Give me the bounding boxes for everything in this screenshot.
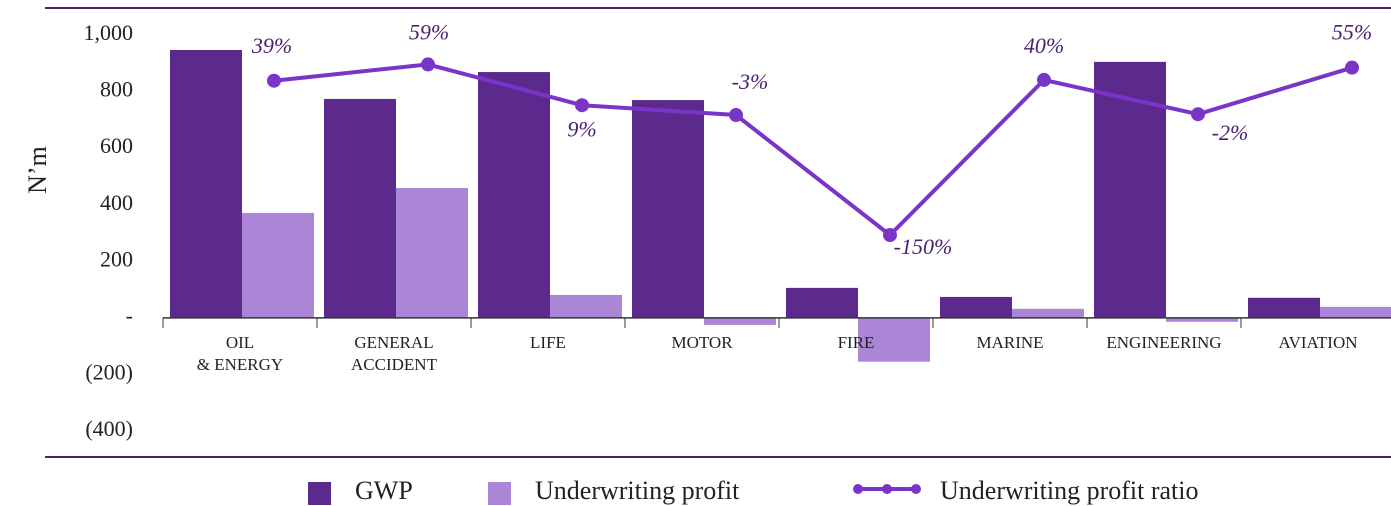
bar xyxy=(940,296,1012,318)
line xyxy=(273,62,1353,238)
x-tick-label: MOTOR xyxy=(671,332,733,352)
data-label: 55% xyxy=(1332,20,1372,45)
data-label: 59% xyxy=(409,19,449,44)
x-tick-label: MARINE xyxy=(976,332,1044,352)
bar xyxy=(396,188,468,318)
x-tick-label: LIFE xyxy=(530,332,566,352)
x-tick-label: FIRE xyxy=(837,332,875,352)
y-tick-label: 200 xyxy=(100,246,133,271)
x-tick-label: OIL & ENERGY xyxy=(196,332,284,374)
bar xyxy=(1012,308,1084,318)
bar xyxy=(786,287,858,318)
legend-swatch xyxy=(488,482,511,505)
y-axis-label: N’m xyxy=(23,146,52,194)
bar xyxy=(1248,297,1320,318)
legend-label: GWP xyxy=(355,476,413,505)
y-tick-label: (400) xyxy=(85,416,133,441)
line-point xyxy=(883,228,897,243)
y-tick-label: - xyxy=(126,303,133,328)
bar xyxy=(170,49,242,318)
line-point xyxy=(1345,60,1359,75)
data-label: 40% xyxy=(1024,33,1064,58)
bar xyxy=(1166,317,1238,322)
bar xyxy=(478,72,550,318)
line-point xyxy=(1191,107,1205,122)
bar xyxy=(550,294,622,318)
bar xyxy=(704,317,776,325)
legend-swatch-point xyxy=(882,484,892,494)
line-point xyxy=(1037,72,1051,87)
data-label: -150% xyxy=(894,234,953,259)
bar xyxy=(858,317,930,362)
data-label: -2% xyxy=(1212,120,1249,145)
data-label: 39% xyxy=(251,33,292,58)
legend-swatch xyxy=(308,482,331,505)
y-tick-label: 400 xyxy=(100,190,133,215)
x-tick-label: AVIATION xyxy=(1278,332,1358,352)
data-label: -3% xyxy=(732,69,769,94)
line-point xyxy=(267,73,281,88)
legend-swatch-point xyxy=(911,484,921,494)
y-tick-label: 1,000 xyxy=(84,20,134,45)
line-point xyxy=(575,98,589,113)
x-tick-label: GENERAL ACCIDENT xyxy=(351,332,437,374)
legend-label: Underwriting profit ratio xyxy=(940,476,1199,505)
line-point xyxy=(729,108,743,123)
bar xyxy=(242,212,314,318)
bar xyxy=(324,98,396,318)
bar xyxy=(1320,306,1391,318)
data-label: 9% xyxy=(567,116,596,141)
legend-swatch-point xyxy=(853,484,863,494)
bar xyxy=(632,100,704,318)
y-tick-label: 800 xyxy=(100,77,133,102)
y-tick-label: (200) xyxy=(85,359,133,384)
legend-label: Underwriting profit xyxy=(535,476,740,505)
x-tick-label: ENGINEERING xyxy=(1106,332,1222,352)
y-tick-label: 600 xyxy=(100,133,133,158)
line-point xyxy=(421,57,435,72)
